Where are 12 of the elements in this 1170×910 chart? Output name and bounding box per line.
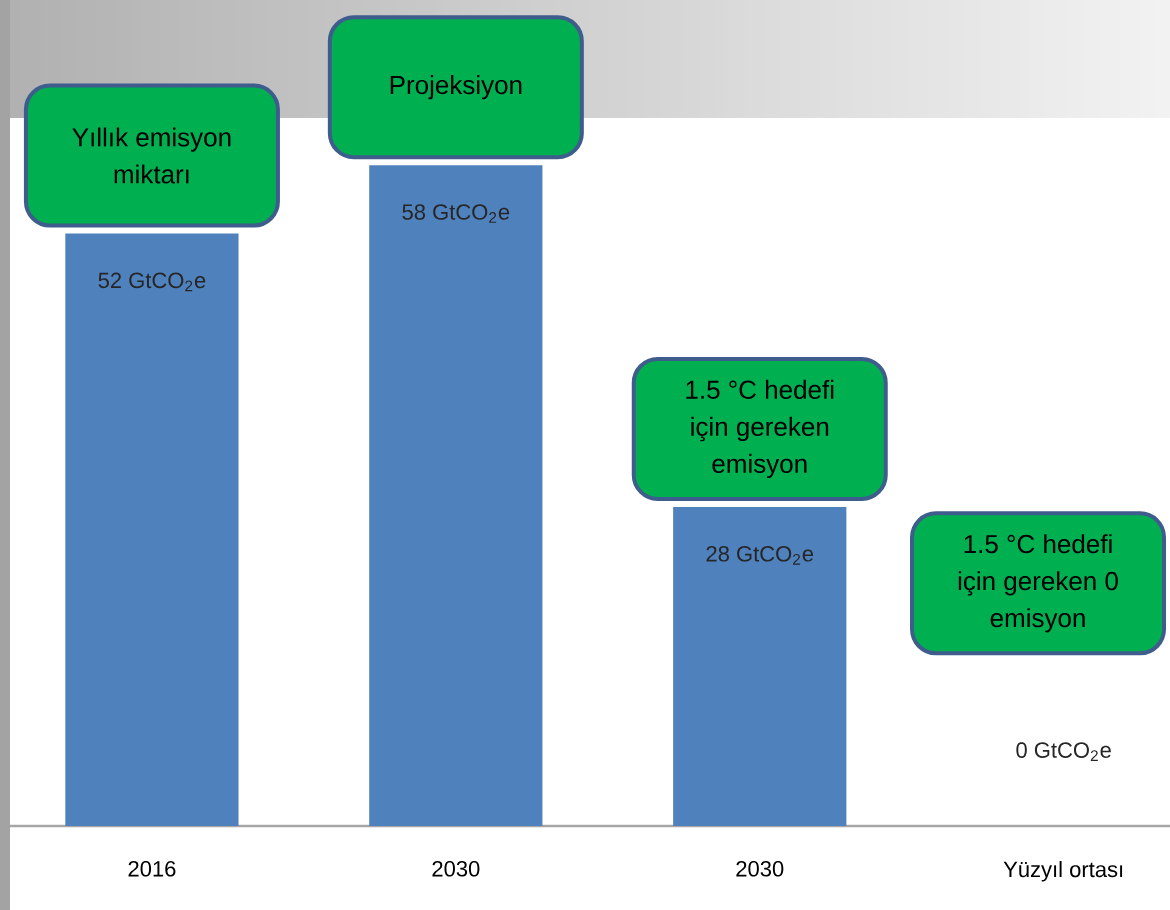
x-tick-label: Yüzyıl ortası <box>1003 861 1123 882</box>
data-label: 28 GtCO$_{2}$e <box>706 546 814 565</box>
annotation: 1.5 °C hedefi için gereken emisyon <box>686 379 834 479</box>
x-tick-label: 2030 <box>736 861 784 877</box>
text: Projeksiyon <box>390 75 522 100</box>
annotation: Yıllık emisyon miktarı <box>72 127 231 184</box>
data-label: 58 GtCO$_{2}$e <box>402 204 510 223</box>
annotation: 1.5 °C hedefi için gereken 0 emisyon <box>958 534 1118 633</box>
x-tick-label: 2016 <box>128 861 176 877</box>
x-tick-label: 2030 <box>432 861 480 877</box>
data-label: 52 GtCO$_{2}$e <box>98 272 206 292</box>
data-label: 0 GtCO$_{2}$e <box>1016 742 1111 761</box>
